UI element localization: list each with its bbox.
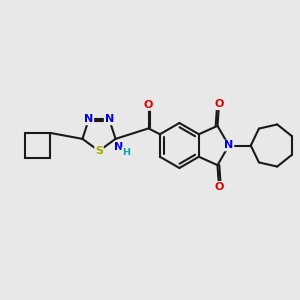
Text: O: O <box>214 99 224 109</box>
Text: N: N <box>114 142 123 152</box>
Text: O: O <box>144 100 153 110</box>
Text: O: O <box>214 182 224 192</box>
Text: H: H <box>122 148 130 157</box>
Text: N: N <box>105 114 114 124</box>
Text: N: N <box>224 140 233 151</box>
Text: N: N <box>84 114 93 124</box>
Text: S: S <box>95 146 103 156</box>
